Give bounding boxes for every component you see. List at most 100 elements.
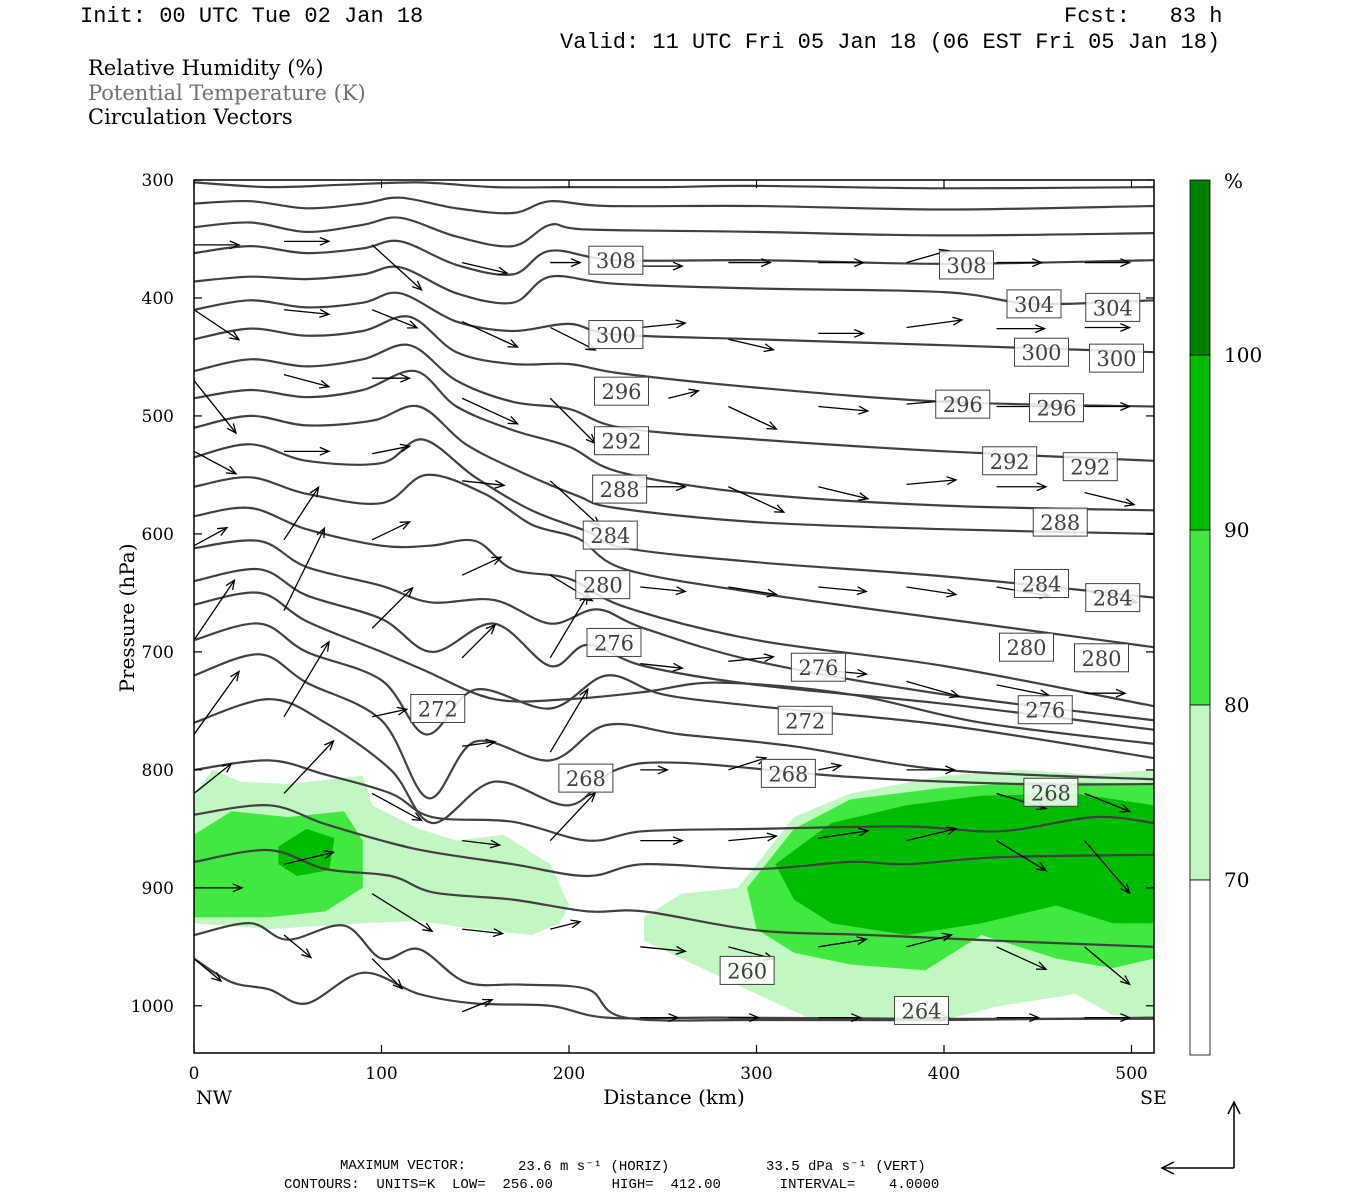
theta-label: 296	[594, 376, 649, 406]
colorbar-segment	[1189, 529, 1211, 706]
theta-contour-line	[194, 653, 1154, 800]
theta-label: 272	[410, 694, 466, 724]
circulation-vector	[640, 765, 669, 775]
theta-label: 280	[1074, 643, 1129, 673]
y-tick-label: 900	[142, 879, 174, 899]
theta-label-text: 288	[1040, 511, 1080, 535]
circulation-vector	[549, 791, 597, 842]
contour-info: CONTOURS: UNITS=K LOW= 256.00 HIGH= 412.…	[284, 1177, 940, 1193]
circulation-vector	[728, 832, 779, 842]
circulation-vector	[283, 485, 320, 541]
circulation-vector	[194, 762, 233, 794]
theta-label-text: 300	[596, 324, 636, 348]
circulation-vector	[550, 919, 582, 930]
circulation-vector	[1084, 688, 1127, 698]
circulation-vector	[818, 328, 866, 338]
init-time: Init: 00 UTC Tue 02 Jan 18	[80, 4, 424, 29]
colorbar-unit: %	[1224, 169, 1243, 193]
circulation-vector	[283, 640, 330, 718]
theta-contour-line	[194, 473, 1154, 649]
theta-label: 280	[575, 570, 631, 600]
theta-contour-line	[194, 591, 1154, 745]
circulation-vector	[283, 308, 331, 318]
circulation-vector	[462, 479, 506, 489]
y-tick-label: 1000	[131, 997, 174, 1017]
circulation-vector	[728, 258, 773, 268]
circulation-vector	[818, 405, 870, 415]
circulation-vector	[194, 670, 240, 735]
x-end-label-nw: NW	[196, 1087, 233, 1109]
theta-label-text: 296	[943, 393, 983, 417]
colorbar: 100 90 80 70	[1189, 179, 1262, 1056]
colorbar-segment	[1189, 704, 1211, 881]
theta-contour-line	[194, 567, 1154, 731]
circulation-vector	[194, 309, 241, 341]
circulation-vector	[818, 936, 869, 948]
circulation-vector	[461, 397, 520, 425]
circulation-vector	[371, 958, 404, 990]
circulation-vector	[640, 482, 687, 492]
circulation-vector	[194, 958, 223, 983]
theta-contour-line	[194, 804, 1154, 878]
circulation-vector	[1084, 946, 1131, 986]
x-tick-label: 200	[553, 1064, 585, 1084]
theta-label-text: 268	[1031, 781, 1071, 805]
circulation-vector	[640, 1013, 680, 1023]
colorbar-tick-label: 90	[1224, 518, 1249, 542]
theta-label: 264	[894, 996, 949, 1026]
theta-contour-line	[194, 539, 1154, 722]
circulation-vector	[194, 578, 236, 641]
circulation-vector	[371, 706, 409, 718]
circulation-vector	[461, 998, 494, 1013]
theta-label: 308	[939, 250, 994, 280]
theta-label: 292	[982, 446, 1038, 476]
theta-label-text: 284	[590, 524, 630, 548]
circulation-vector	[284, 446, 331, 456]
circulation-vector	[371, 443, 412, 455]
circulation-vector	[461, 556, 503, 576]
circulation-vector	[371, 792, 424, 822]
valid-time: Valid: 11 UTC Fri 05 Jan 18 (06 EST Fri …	[560, 30, 1221, 55]
circulation-vector	[728, 486, 786, 513]
colorbar-tick-label: 100	[1224, 343, 1262, 367]
theta-label-text: 308	[946, 254, 986, 278]
theta-label: 292	[1062, 452, 1118, 482]
theta-label: 296	[1029, 393, 1084, 423]
theta-label: 268	[1023, 777, 1079, 807]
circulation-vector	[549, 397, 597, 445]
circulation-vector	[818, 827, 870, 839]
x-tick-label: 400	[928, 1064, 960, 1084]
theta-label-text: 272	[785, 709, 825, 733]
colorbar-tick-label: 80	[1224, 693, 1249, 717]
theta-contour-line	[194, 922, 1154, 1022]
colorbar-segment	[1189, 354, 1211, 531]
theta-label: 260	[719, 955, 775, 985]
theta-label-text: 276	[798, 656, 838, 680]
theta-contour-line	[194, 506, 1154, 708]
y-axis-label: Pressure (hPa)	[115, 544, 139, 693]
theta-label-text: 288	[600, 478, 640, 502]
circulation-vector	[996, 840, 1048, 872]
circulation-vector	[194, 526, 229, 547]
circulation-vector	[462, 839, 502, 849]
forecast-hour: Fcst: 83 h	[1064, 4, 1223, 29]
theta-label-text: 280	[1006, 636, 1046, 660]
theta-label-text: 292	[990, 450, 1030, 474]
circulation-vector	[728, 653, 776, 663]
circulation-vector	[371, 244, 423, 292]
theta-label: 284	[582, 520, 638, 550]
theta-label: 268	[760, 758, 816, 788]
theta-contour-line	[194, 239, 1154, 276]
theta-label: 308	[588, 245, 644, 275]
circulation-vector	[462, 738, 497, 748]
theta-label-text: 292	[601, 430, 641, 454]
theta-label-text: 272	[418, 698, 458, 722]
y-tick-label: 800	[142, 761, 174, 781]
theta-contour-line	[194, 181, 1154, 190]
x-tick-label: 300	[740, 1064, 772, 1084]
circulation-vector	[283, 739, 335, 794]
circulation-vector	[1084, 402, 1132, 411]
circulation-vector	[549, 593, 589, 659]
theta-contour-line	[194, 697, 1154, 825]
